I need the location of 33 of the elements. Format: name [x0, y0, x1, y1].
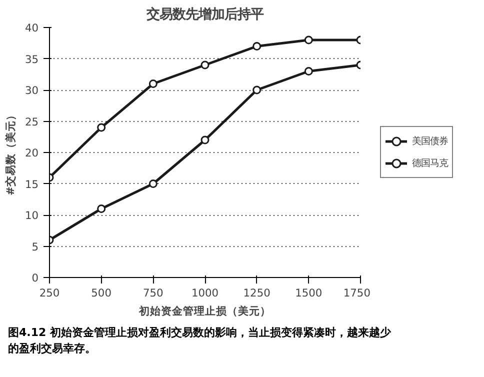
x-tick-label: 1250 [243, 286, 271, 300]
point [148, 180, 158, 188]
x-tick-label: 250 [39, 286, 60, 300]
chart-title: 交易数先增加后持平 [146, 6, 264, 22]
y-tick-label: 5 [32, 240, 38, 254]
x-tick-label: 500 [91, 286, 112, 300]
y-tick-label: 20 [24, 146, 39, 160]
y-tick-label: 35 [24, 52, 39, 66]
legend-label: 美国债券 [412, 134, 448, 148]
point [97, 204, 106, 213]
x-axis-title: 初始资金管理止损（美元） [138, 304, 271, 318]
x-tick-label: 1750 [343, 286, 371, 300]
point [304, 36, 313, 44]
y-axis-title: #交易数（美元） [4, 110, 17, 196]
legend-label: 德国马克 [412, 156, 448, 170]
x-tick-label: 1500 [295, 286, 322, 300]
y-tick-label: 0 [32, 272, 39, 284]
y-tick-label: 10 [24, 209, 39, 222]
point [148, 80, 158, 88]
point [200, 60, 210, 70]
text: 的盈利交易幸存。 [8, 342, 96, 355]
y-tick-label: 25 [24, 115, 39, 128]
caption: 图4.12 初始资金管理止损对盈利交易数的影响，当止损变得紧凑时，越来越少 [8, 326, 391, 339]
x-tick-label: 750 [142, 286, 164, 300]
y-tick-label: 40 [24, 22, 39, 34]
point [97, 123, 106, 132]
point [304, 67, 313, 76]
x-tick-label: 1000 [191, 286, 219, 300]
point [252, 42, 262, 50]
y-tick-label: 30 [24, 84, 39, 97]
point [252, 86, 262, 94]
y-tick-label: 15 [24, 178, 39, 191]
point [200, 136, 210, 144]
